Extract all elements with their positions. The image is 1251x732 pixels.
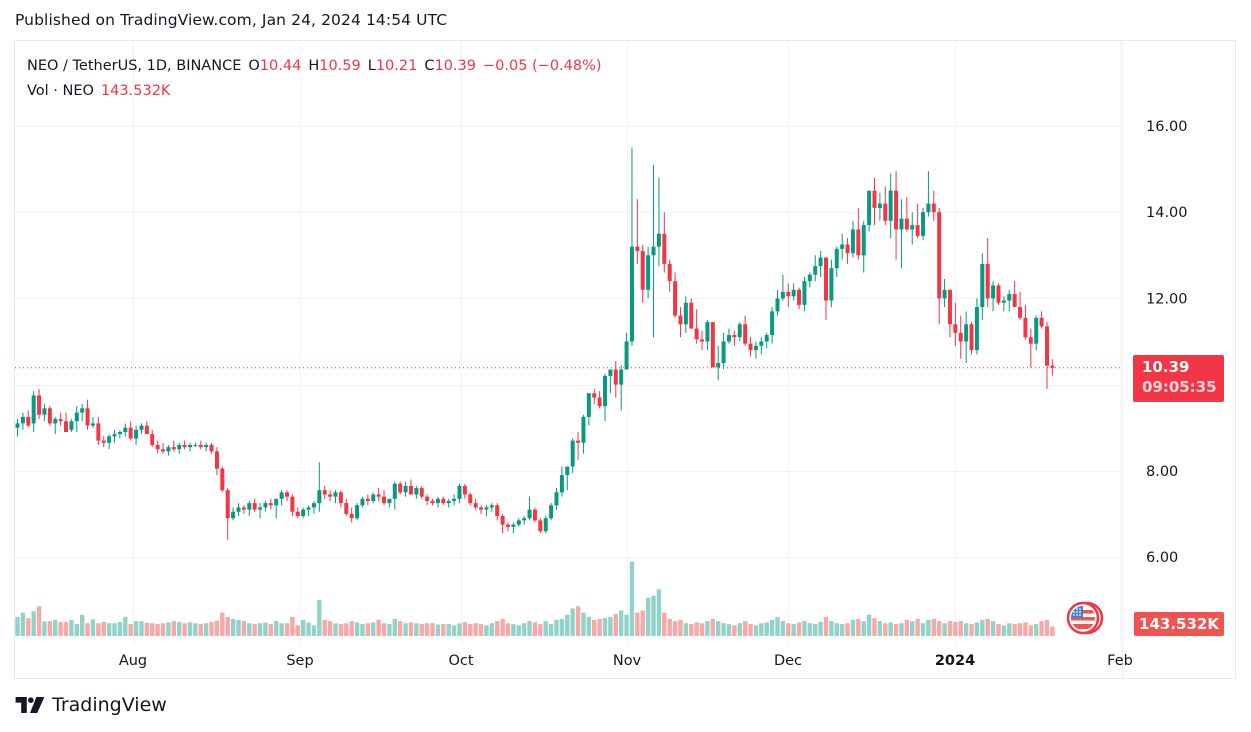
time-tick-label: Sep [286, 653, 313, 669]
legend-open-value: 10.44 [259, 58, 302, 74]
legend-symbol[interactable]: NEO / TetherUS, 1D, BINANCE [27, 58, 242, 74]
price-tick-label: 12.00 [1146, 291, 1188, 307]
chart-grid [15, 41, 1122, 645]
time-tick-label: Feb [1107, 653, 1133, 669]
legend-volume-value: 143.532K [100, 83, 171, 99]
time-tick-label: 2024 [935, 653, 975, 669]
price-tick-label: 6.00 [1146, 550, 1178, 566]
time-tick-label: Oct [448, 653, 473, 669]
legend-ohlc-row: NEO / TetherUS, 1D, BINANCE O 10.44 H 10.5… [27, 54, 602, 79]
current-volume-tag: 143.532K [1134, 612, 1224, 636]
legend-open-label: O [248, 58, 260, 74]
time-axis[interactable]: Aug Sep Oct Nov Dec 2024 Feb [119, 653, 1133, 669]
current-price: 10.39 [1142, 358, 1190, 376]
time-tick-label: Aug [119, 653, 147, 669]
volume-bars [15, 561, 1055, 636]
legend-close-value: 10.39 [434, 58, 476, 74]
legend-high-value: 10.59 [319, 58, 361, 74]
legend-low-label: L [367, 58, 376, 74]
footer-brand-name: TradingView [52, 694, 167, 716]
footer-brand[interactable]: TradingView [15, 694, 167, 716]
candles [15, 147, 1055, 540]
legend-low-value: 10.21 [375, 58, 418, 74]
price-tick-label: 16.00 [1146, 119, 1188, 135]
chart-legend: NEO / TetherUS, 1D, BINANCE O 10.44 H 10.5… [27, 54, 602, 104]
current-price-tag: 10.39 09:05:35 [1133, 355, 1224, 402]
us-flag-event-icon[interactable] [1066, 601, 1104, 635]
legend-close-label: C [424, 58, 435, 74]
tradingview-logo-icon [15, 697, 45, 713]
legend-volume-label[interactable]: Vol · NEO [27, 83, 94, 99]
published-caption: Published on TradingView.com, Jan 24, 20… [15, 11, 448, 29]
legend-change: −0.05 (−0.48%) [482, 58, 602, 74]
time-tick-label: Nov [613, 653, 642, 669]
price-tick-label: 14.00 [1146, 205, 1188, 221]
bar-countdown: 09:05:35 [1142, 378, 1217, 396]
legend-volume-row: Vol · NEO 143.532K [27, 79, 602, 104]
time-tick-label: Dec [774, 653, 802, 669]
price-tick-label: 8.00 [1146, 464, 1178, 480]
price-axis[interactable]: 16.00 14.00 12.00 8.00 6.00 [1146, 119, 1188, 566]
legend-high-label: H [308, 58, 320, 74]
